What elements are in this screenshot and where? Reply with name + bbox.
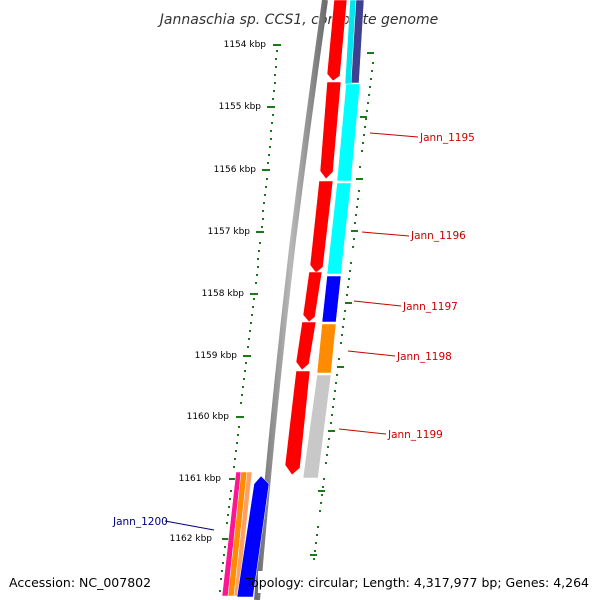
kbp-label-1157: 1157 kbp bbox=[208, 227, 251, 237]
feature-track bbox=[302, 0, 365, 479]
reverse-strand-genes bbox=[221, 471, 270, 598]
gene-arrow-red-3 bbox=[309, 180, 334, 274]
feature-orange-1198 bbox=[316, 323, 337, 374]
kbp-labels: 1154 kbp 1155 kbp 1156 kbp 1157 kbp 1158… bbox=[170, 40, 267, 544]
feature-grey-1199 bbox=[302, 374, 332, 479]
kbp-label-1156: 1156 kbp bbox=[214, 165, 257, 175]
gene-label-jann-1200[interactable]: Jann_1200 bbox=[112, 516, 168, 528]
gene-label-jann-1198[interactable]: Jann_1198 bbox=[396, 351, 452, 363]
footer-backdrop bbox=[258, 571, 600, 593]
gene-arrow-red-4 bbox=[302, 271, 323, 323]
feature-blue-1197 bbox=[321, 275, 342, 323]
scale-ring-dots bbox=[219, 50, 374, 592]
leader-jann-1195 bbox=[369, 132, 419, 138]
gene-arrow-red-1 bbox=[326, 0, 348, 82]
leader-jann-1199 bbox=[338, 428, 387, 435]
leader-jann-1197 bbox=[353, 300, 402, 307]
forward-strand-genes bbox=[284, 0, 348, 476]
kbp-label-1158: 1158 kbp bbox=[202, 289, 245, 299]
kbp-label-1154: 1154 kbp bbox=[224, 40, 267, 50]
gene-label-leaders bbox=[338, 132, 419, 435]
kbp-label-1159: 1159 kbp bbox=[195, 351, 238, 361]
feature-cyan-1195 bbox=[336, 83, 361, 182]
leader-jann-1196 bbox=[361, 231, 410, 237]
gene-arrow-red-2 bbox=[319, 81, 342, 180]
genome-summary-text: Topology: circular; Length: 4,317,977 bp… bbox=[245, 575, 589, 590]
gene-label-jann-1195[interactable]: Jann_1195 bbox=[419, 132, 475, 144]
kbp-label-1155: 1155 kbp bbox=[219, 102, 262, 112]
leader-jann-1198 bbox=[347, 350, 396, 357]
kbp-label-1161: 1161 kbp bbox=[179, 474, 222, 484]
leader-jann-1200 bbox=[164, 520, 215, 531]
gene-label-jann-1196[interactable]: Jann_1196 bbox=[410, 230, 466, 242]
gene-label-jann-1197[interactable]: Jann_1197 bbox=[402, 301, 458, 313]
genome-title: Jannaschia sp. CCS1, complete genome bbox=[157, 12, 438, 28]
gene-arrow-red-6 bbox=[284, 370, 311, 476]
feature-cyan-1196 bbox=[326, 182, 352, 275]
gene-arrow-red-5 bbox=[295, 321, 317, 371]
scale-major-ticks bbox=[222, 44, 374, 556]
kbp-label-1160: 1160 kbp bbox=[187, 412, 230, 422]
accession-text: Accession: NC_007802 bbox=[9, 575, 151, 590]
gene-arrow-blue-1200 bbox=[236, 475, 270, 598]
gene-label-jann-1199[interactable]: Jann_1199 bbox=[387, 429, 443, 441]
kbp-label-1162: 1162 kbp bbox=[170, 534, 213, 544]
gene-labels: Jann_1195 Jann_1196 Jann_1197 Jann_1198 … bbox=[112, 132, 475, 528]
